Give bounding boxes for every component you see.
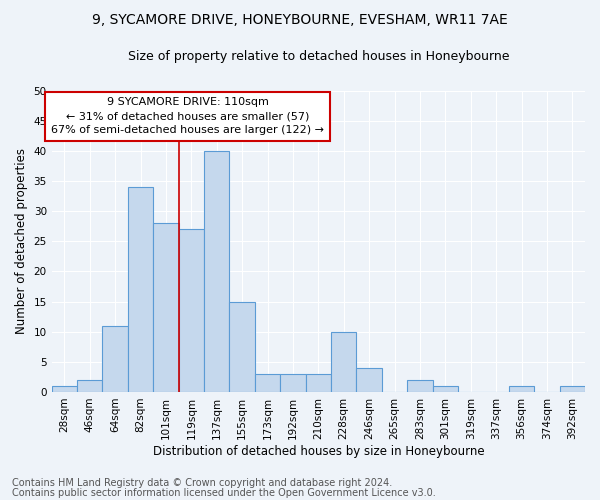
Bar	[204, 151, 229, 392]
Bar	[331, 332, 356, 392]
Bar	[103, 326, 128, 392]
Text: 9, SYCAMORE DRIVE, HONEYBOURNE, EVESHAM, WR11 7AE: 9, SYCAMORE DRIVE, HONEYBOURNE, EVESHAM,…	[92, 12, 508, 26]
Bar	[229, 302, 255, 392]
Bar	[128, 187, 153, 392]
Bar	[433, 386, 458, 392]
Text: Contains HM Land Registry data © Crown copyright and database right 2024.: Contains HM Land Registry data © Crown c…	[12, 478, 392, 488]
X-axis label: Distribution of detached houses by size in Honeybourne: Distribution of detached houses by size …	[152, 444, 484, 458]
Bar	[255, 374, 280, 392]
Bar	[407, 380, 433, 392]
Bar	[179, 229, 204, 392]
Bar	[153, 223, 179, 392]
Bar	[509, 386, 534, 392]
Y-axis label: Number of detached properties: Number of detached properties	[15, 148, 28, 334]
Bar	[356, 368, 382, 392]
Bar	[52, 386, 77, 392]
Bar	[77, 380, 103, 392]
Text: 9 SYCAMORE DRIVE: 110sqm
← 31% of detached houses are smaller (57)
67% of semi-d: 9 SYCAMORE DRIVE: 110sqm ← 31% of detach…	[51, 97, 324, 135]
Bar	[280, 374, 305, 392]
Text: Contains public sector information licensed under the Open Government Licence v3: Contains public sector information licen…	[12, 488, 436, 498]
Bar	[560, 386, 585, 392]
Title: Size of property relative to detached houses in Honeybourne: Size of property relative to detached ho…	[128, 50, 509, 63]
Bar	[305, 374, 331, 392]
